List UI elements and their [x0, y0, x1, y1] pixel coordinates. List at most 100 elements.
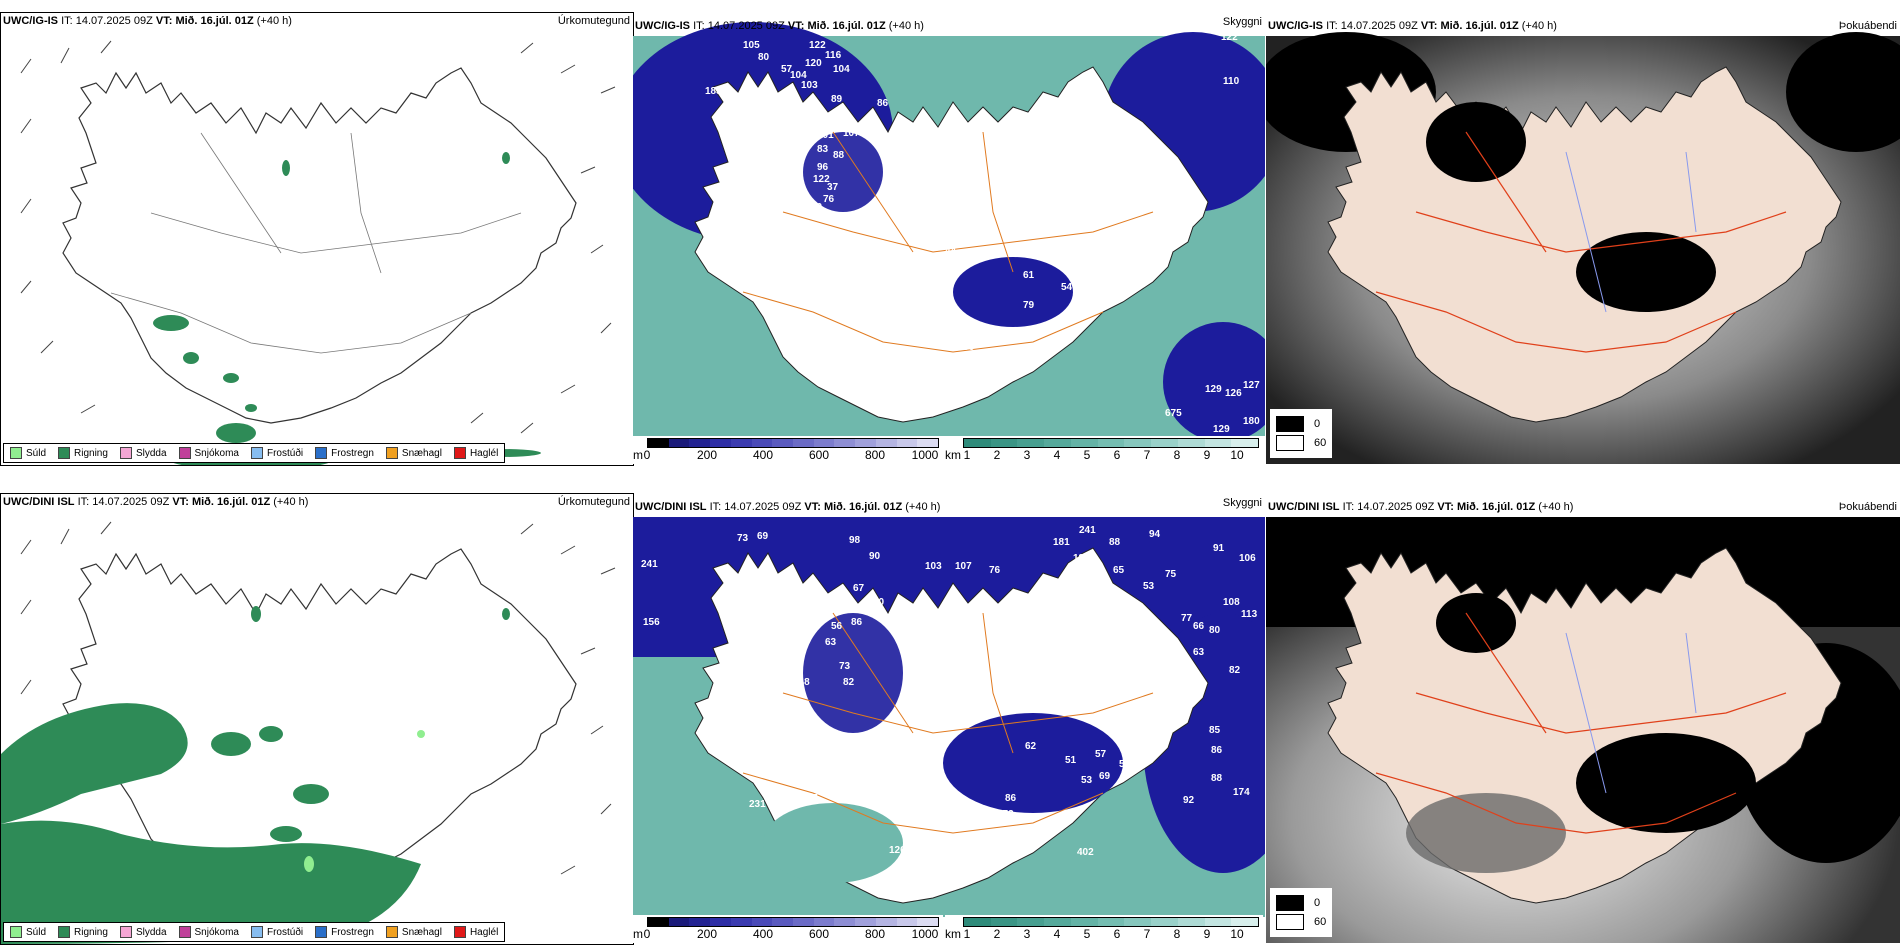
height-colorbar-segment: [730, 918, 752, 926]
height-colorbar-segment: [772, 918, 794, 926]
km-tick: 2: [993, 927, 1001, 941]
model-name: UWC/DINI ISL: [1268, 501, 1340, 513]
legend-item-frostregn: Frostregn: [315, 447, 374, 459]
lead-time: (+40 h): [888, 20, 924, 32]
legend-item-snjokoma: Snjókoma: [178, 447, 239, 459]
legend-swatch: [315, 447, 328, 459]
legend-item-rigning: Rigning: [58, 926, 108, 938]
vis-label: 66: [1193, 621, 1205, 632]
km-colorbar-segment: [1070, 439, 1098, 447]
km-tick: 9: [1203, 448, 1211, 462]
legend-item-frostregn: Frostregn: [315, 926, 374, 938]
legend-swatch: [58, 926, 71, 938]
vis-label: 183: [705, 86, 722, 97]
legend-item-snjokoma: Snjókoma: [178, 926, 239, 938]
vis-label: 50: [1119, 759, 1131, 770]
precip-legend: Súld Rigning Slydda Snjókoma Frostúði Fr…: [3, 443, 506, 463]
vis-label: 173: [997, 809, 1014, 820]
lead-time: (+40 h): [1521, 20, 1557, 32]
km-colorbar-segment: [1177, 918, 1205, 926]
vt-value: Mið. 16.júl. 01Z: [175, 15, 254, 27]
visibility-map: [633, 517, 1265, 917]
panel-title: Þokuábendi: [1838, 501, 1897, 513]
vis-label: 126: [889, 845, 906, 856]
panel-header: UWC/IG-IS IT: 14.07.2025 09Z VT: Mið. 16…: [635, 20, 924, 32]
vis-label: 91: [1213, 543, 1225, 554]
it-value: 14.07.2025 09Z: [1357, 501, 1435, 513]
km-unit: km: [945, 448, 961, 462]
vis-label: 98: [849, 535, 861, 546]
vis-label: 83: [817, 144, 829, 155]
vt-label: VT:: [155, 15, 173, 27]
panel-header: UWC/DINI ISL IT: 14.07.2025 09Z VT: Mið.…: [635, 501, 940, 513]
precip-legend: Súld Rigning Slydda Snjókoma Frostúði Fr…: [3, 922, 506, 942]
height-unit: m: [633, 448, 643, 462]
vt-value: Mið. 16.júl. 01Z: [1456, 501, 1536, 513]
height-colorbar-segment: [668, 439, 690, 447]
lead-time: (+40 h): [905, 501, 941, 513]
vis-label: 73: [737, 533, 749, 544]
panel-header: UWC/IG-IS IT: 14.07.2025 09Z VT: Mið. 16…: [3, 15, 292, 27]
vis-label: 80: [758, 52, 770, 63]
vis-label: 104: [790, 70, 807, 81]
height-colorbar-strip: [647, 917, 939, 927]
vis-label: 76: [989, 565, 1001, 576]
model-name: UWC/DINI ISL: [635, 501, 707, 513]
vis-label: 241: [1079, 525, 1096, 536]
legend-swatch: [385, 926, 398, 938]
km-tick: 7: [1143, 927, 1151, 941]
vis-label: 76: [823, 194, 835, 205]
height-colorbar-segment: [648, 918, 669, 926]
legend-swatch: [178, 926, 191, 938]
height-colorbar-segment: [855, 918, 876, 926]
legend-item-sudl: Súld: [10, 447, 46, 459]
vis-label: 402: [1077, 847, 1094, 858]
km-colorbar-segment: [1124, 918, 1152, 926]
height-tick: 0: [643, 927, 651, 941]
height-colorbar-segment: [730, 439, 752, 447]
vt-label: VT:: [804, 501, 821, 513]
vis-label: 86: [1005, 793, 1017, 804]
vis-label: 77: [1181, 613, 1193, 624]
vis-label: 67: [937, 853, 949, 864]
height-colorbar-segment: [834, 439, 856, 447]
vis-label: 60: [1177, 673, 1189, 684]
vis-label: 187: [1073, 553, 1090, 564]
km-tick: 3: [1023, 927, 1031, 941]
legend-item-rigning: Rigning: [58, 447, 108, 459]
height-colorbar-strip: [647, 438, 939, 448]
vis-label: 122: [809, 40, 826, 51]
vis-label: 63: [1193, 647, 1205, 658]
km-unit: km: [945, 927, 961, 941]
legend-item-haglel: Haglél: [453, 926, 498, 938]
legend-item-slydda: Slydda: [119, 926, 167, 938]
panel-title: Úrkomutegund: [557, 496, 630, 508]
height-colorbar-segment: [813, 918, 835, 926]
legend-item-frostudi: Frostúði: [250, 447, 303, 459]
height-tick: 1000: [911, 927, 939, 941]
vis-label: 86: [963, 342, 975, 353]
it-label: IT:: [693, 20, 705, 32]
vis-label: 241: [641, 559, 658, 570]
height-colorbar-segment: [648, 439, 669, 447]
vis-label: 181: [1053, 537, 1070, 548]
vis-label: 67: [853, 583, 865, 594]
panel-title: Skyggni: [1222, 16, 1262, 28]
precip-map: [20, 40, 616, 465]
vis-label: 65: [1113, 565, 1125, 576]
precip-panel-top: UWC/IG-IS IT: 14.07.2025 09Z VT: Mið. 16…: [0, 12, 634, 466]
height-colorbar-segment: [917, 439, 939, 447]
panel-header: UWC/DINI ISL IT: 14.07.2025 09Z VT: Mið.…: [3, 496, 308, 508]
km-colorbar-segment: [1097, 918, 1125, 926]
vis-label: 107: [955, 561, 972, 572]
model-name: UWC/IG-IS: [3, 15, 58, 27]
height-tick: 400: [752, 448, 774, 462]
km-tick: 9: [1203, 927, 1211, 941]
vis-label: 51: [1065, 755, 1077, 766]
vis-label: 675: [1165, 408, 1182, 419]
panel-title: Úrkomutegund: [557, 15, 630, 27]
lead-time: (+40 h): [256, 15, 292, 27]
km-colorbar-strip: [963, 917, 1259, 927]
legend-swatch: [119, 447, 132, 459]
vis-label: 90: [959, 807, 971, 818]
